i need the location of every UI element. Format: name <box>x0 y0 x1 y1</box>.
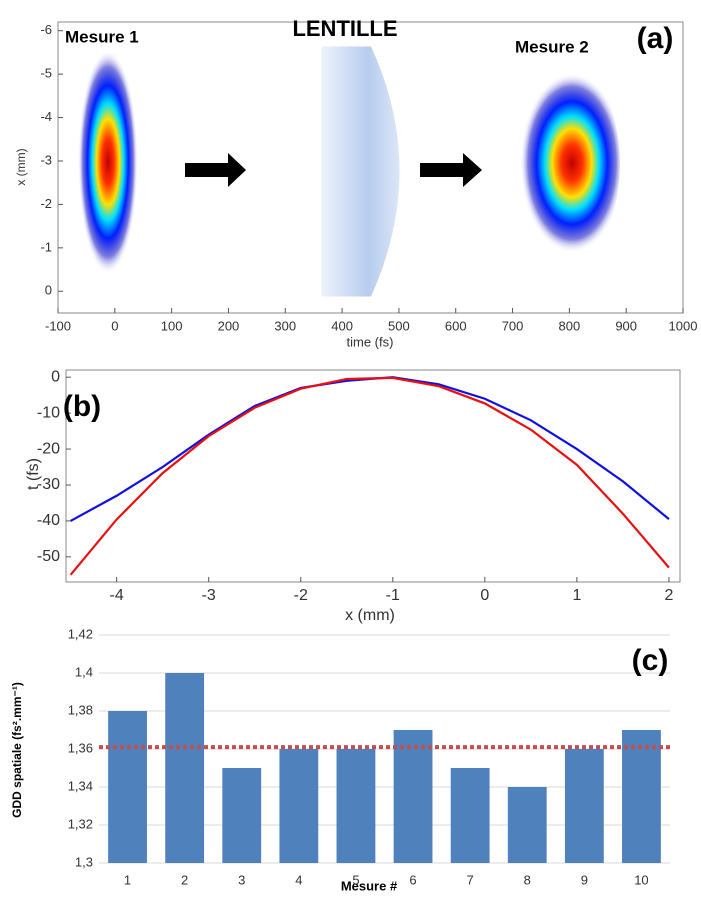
x-tick-label: 7 <box>467 872 474 887</box>
x-tick-label: 5 <box>352 872 359 887</box>
y-tick-label: 1,36 <box>68 740 93 755</box>
x-tick-label: 900 <box>615 318 637 333</box>
lens <box>318 43 403 300</box>
annotation: LENTILLE <box>292 16 397 41</box>
x-tick-label: -100 <box>45 318 71 333</box>
x-axis-label: time (fs) <box>347 334 394 349</box>
bar <box>336 749 376 863</box>
beam-spot-1 <box>78 50 138 274</box>
annotation: Mesure 2 <box>515 37 589 56</box>
x-tick-label: 700 <box>502 318 524 333</box>
panel-label: (b) <box>63 390 101 423</box>
arrow <box>185 153 246 187</box>
x-tick-label: 4 <box>295 872 302 887</box>
panel-label: (c) <box>632 644 669 677</box>
y-tick-label: -50 <box>37 548 60 565</box>
x-tick-label: 500 <box>388 318 410 333</box>
x-tick-label: 100 <box>161 318 183 333</box>
y-tick-label: 1,3 <box>75 854 93 869</box>
annotation: Mesure 1 <box>65 27 139 46</box>
x-tick-label: 2 <box>181 872 188 887</box>
x-axis-label: x (mm) <box>345 607 395 624</box>
x-tick-label: 600 <box>445 318 467 333</box>
x-tick-label: 2 <box>665 587 674 604</box>
x-tick-label: 8 <box>524 872 531 887</box>
x-tick-label: 1 <box>124 872 131 887</box>
spot-mask <box>600 80 640 250</box>
y-axis-label: t (fs) <box>25 458 42 490</box>
y-tick-label: 1,32 <box>68 816 93 831</box>
plot-frame <box>65 369 681 583</box>
y-tick-label: -4 <box>40 109 52 124</box>
bar <box>393 730 433 863</box>
y-tick-label: -5 <box>40 66 52 81</box>
x-tick-label: -4 <box>110 587 124 604</box>
y-tick-label: -6 <box>40 22 52 37</box>
x-tick-label: 0 <box>111 318 118 333</box>
x-tick-label: 1000 <box>669 318 698 333</box>
arrow <box>420 153 482 187</box>
bar <box>165 673 205 863</box>
bar <box>564 749 604 863</box>
y-tick-label: -40 <box>37 512 60 529</box>
x-tick-label: 400 <box>331 318 353 333</box>
x-tick-label: 1 <box>572 587 581 604</box>
x-tick-label: 3 <box>238 872 245 887</box>
y-tick-label: 1,42 <box>68 626 93 641</box>
x-tick-label: 800 <box>559 318 581 333</box>
beam-spot-2 <box>520 73 624 253</box>
y-tick-label: 0 <box>51 368 60 385</box>
y-tick-label: 0 <box>45 283 52 298</box>
line-series <box>70 376 670 522</box>
bar <box>622 730 661 863</box>
y-axis-label: x (mm) <box>14 148 28 185</box>
bar <box>108 711 147 863</box>
y-axis-label: GDD spatiale (fs².mm⁻¹) <box>10 682 24 818</box>
bar <box>279 749 319 863</box>
y-tick-label: -1 <box>40 239 52 254</box>
y-tick-label: 1,4 <box>75 664 93 679</box>
x-axis-label: Mesure # <box>341 878 398 893</box>
y-tick-label: -2 <box>40 196 52 211</box>
line-series <box>69 376 670 576</box>
x-tick-label: -2 <box>294 587 308 604</box>
y-tick-label: -10 <box>37 404 60 421</box>
y-tick-label: -30 <box>37 476 60 493</box>
bar <box>222 768 262 863</box>
plot-frame <box>57 21 684 314</box>
y-tick-label: -3 <box>40 152 52 167</box>
bar <box>450 768 490 863</box>
x-tick-label: 9 <box>581 872 588 887</box>
bar <box>507 787 547 863</box>
x-tick-label: 200 <box>218 318 240 333</box>
y-tick-label: -20 <box>37 440 60 457</box>
x-tick-label: 0 <box>480 587 489 604</box>
x-tick-label: -1 <box>386 587 400 604</box>
x-tick-label: 300 <box>274 318 296 333</box>
y-tick-label: 1,38 <box>68 702 93 717</box>
y-tick-label: 1,34 <box>68 778 93 793</box>
panel-label: (a) <box>637 22 674 55</box>
x-tick-label: -3 <box>202 587 216 604</box>
panel-a-art <box>78 43 640 300</box>
x-tick-label: 6 <box>409 872 416 887</box>
x-tick-label: 10 <box>634 872 648 887</box>
